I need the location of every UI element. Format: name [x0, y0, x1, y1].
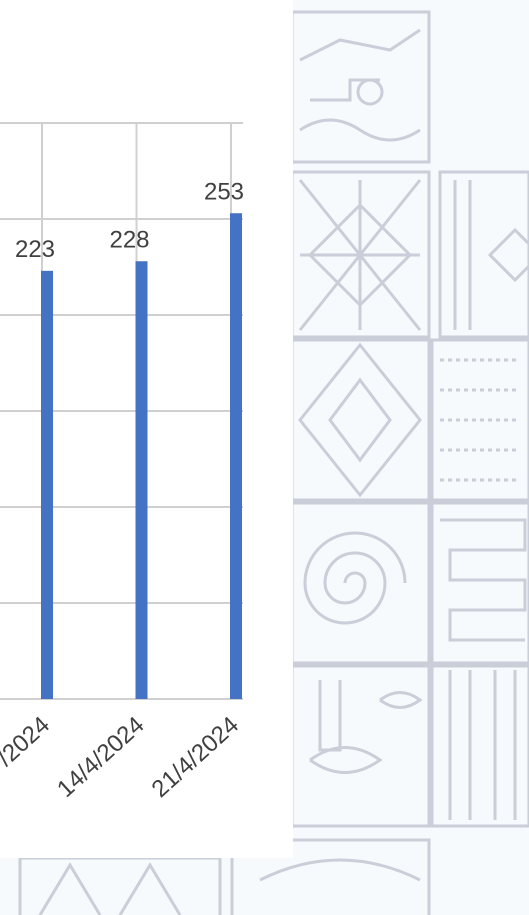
- data-label: 228: [109, 227, 149, 254]
- panel-edge: [222, 8, 293, 12]
- bar: [135, 261, 148, 699]
- bar: [230, 213, 242, 700]
- data-label: 253: [204, 179, 244, 206]
- data-label: 223: [15, 236, 55, 263]
- bar: [41, 270, 53, 699]
